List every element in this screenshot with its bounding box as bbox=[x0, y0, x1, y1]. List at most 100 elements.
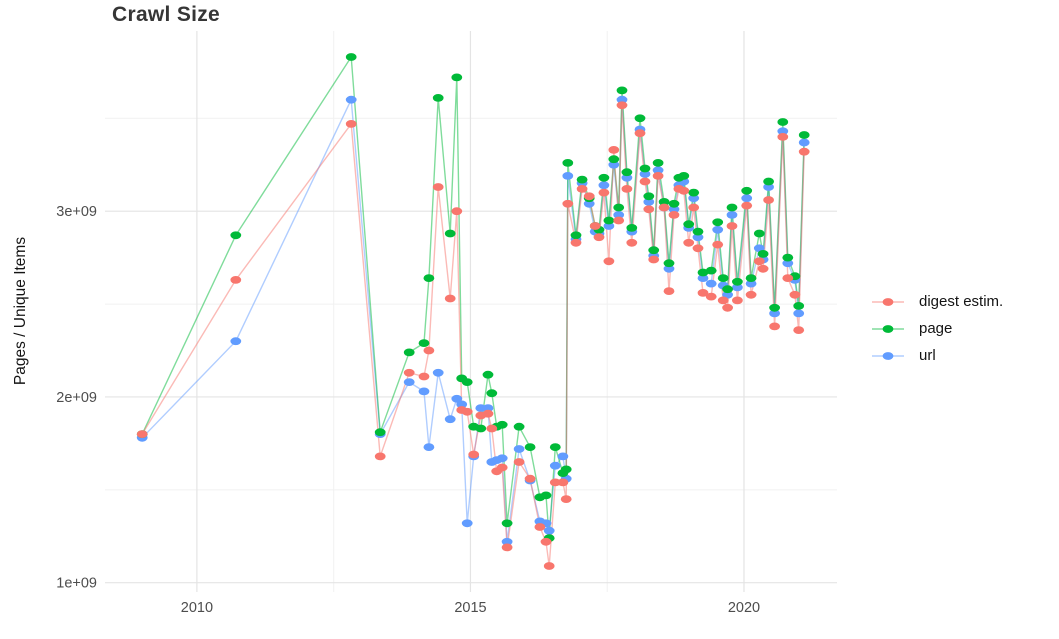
data-point-digest bbox=[757, 264, 769, 273]
data-point-url bbox=[583, 199, 595, 208]
legend-key-dot bbox=[882, 324, 894, 333]
data-point-digest bbox=[683, 238, 695, 247]
data-point-page bbox=[668, 199, 680, 208]
data-point-digest bbox=[616, 101, 628, 110]
legend-key-page-icon bbox=[872, 324, 904, 333]
legend-item-digest: digest estim. bbox=[870, 288, 1003, 315]
data-point-digest bbox=[634, 129, 646, 138]
y-tick-label: 1e+09 bbox=[56, 576, 97, 592]
data-point-digest bbox=[423, 346, 435, 355]
data-point-digest bbox=[451, 207, 463, 216]
data-point-digest bbox=[668, 211, 680, 219]
data-point-digest bbox=[608, 146, 620, 154]
data-point-url bbox=[688, 194, 700, 203]
data-point-page bbox=[540, 491, 552, 500]
legend-key-url-icon bbox=[872, 351, 904, 360]
data-point-page bbox=[576, 175, 588, 184]
data-point-page bbox=[621, 168, 633, 177]
chart-title: Crawl Size bbox=[112, 3, 221, 26]
data-point-url bbox=[726, 211, 738, 219]
data-point-url bbox=[643, 198, 655, 206]
data-point-page bbox=[560, 465, 572, 474]
data-point-page bbox=[423, 274, 435, 282]
data-point-page bbox=[722, 285, 733, 294]
data-point-page bbox=[598, 173, 610, 182]
data-point-digest bbox=[136, 430, 148, 438]
data-point-page bbox=[652, 159, 664, 167]
data-point-digest bbox=[444, 294, 456, 303]
legend-label-page: page bbox=[919, 320, 953, 337]
data-point-page bbox=[663, 259, 675, 268]
data-point-digest bbox=[777, 133, 789, 141]
legend: digest estim. page url bbox=[870, 288, 1003, 369]
legend-label-url: url bbox=[919, 347, 936, 364]
data-point-page bbox=[570, 231, 582, 240]
data-point-url bbox=[482, 404, 494, 412]
x-tick-label: 2010 bbox=[181, 600, 213, 616]
data-point-url bbox=[345, 95, 357, 104]
data-point-digest bbox=[789, 290, 801, 299]
data-point-page bbox=[603, 216, 615, 225]
data-point-page bbox=[717, 274, 729, 282]
data-point-digest bbox=[570, 238, 582, 247]
data-point-digest bbox=[486, 424, 498, 433]
data-point-url bbox=[230, 337, 242, 346]
data-point-page bbox=[461, 378, 473, 386]
data-point-page bbox=[732, 277, 743, 286]
data-point-digest bbox=[798, 147, 810, 156]
data-point-url bbox=[663, 264, 675, 273]
data-point-url bbox=[423, 443, 435, 451]
data-point-page bbox=[549, 443, 561, 451]
data-point-url bbox=[616, 95, 628, 104]
data-point-page bbox=[374, 428, 386, 437]
data-point-url bbox=[639, 170, 651, 178]
data-point-digest bbox=[562, 199, 574, 208]
data-point-url bbox=[741, 194, 753, 203]
data-point-page bbox=[782, 253, 794, 262]
data-point-url bbox=[456, 400, 468, 409]
data-point-digest bbox=[712, 240, 724, 249]
x-tick-label: 2020 bbox=[728, 600, 760, 616]
data-point-page bbox=[793, 302, 805, 310]
data-point-page bbox=[678, 172, 690, 180]
data-point-digest bbox=[613, 216, 625, 225]
data-point-url bbox=[513, 445, 525, 453]
data-point-page bbox=[705, 266, 717, 275]
legend-key-dot bbox=[882, 351, 894, 360]
data-point-url bbox=[782, 259, 794, 268]
data-point-digest bbox=[732, 296, 743, 305]
data-point-page bbox=[432, 94, 444, 102]
data-point-digest bbox=[692, 244, 704, 253]
data-point-digest bbox=[626, 238, 638, 247]
data-point-page bbox=[697, 268, 709, 277]
data-point-url bbox=[777, 127, 789, 136]
data-point-url bbox=[603, 222, 615, 230]
series-line-digest bbox=[141, 104, 805, 567]
data-point-page bbox=[486, 389, 498, 398]
data-point-digest bbox=[583, 192, 595, 201]
data-point-page bbox=[712, 218, 724, 227]
data-point-page bbox=[613, 203, 625, 212]
data-point-digest bbox=[745, 290, 757, 299]
data-point-page bbox=[798, 131, 810, 139]
data-point-digest bbox=[461, 407, 473, 416]
data-point-page bbox=[444, 229, 456, 238]
data-point-page bbox=[451, 73, 463, 82]
data-point-url bbox=[461, 519, 473, 528]
data-point-url bbox=[692, 233, 704, 242]
data-point-page bbox=[753, 229, 765, 238]
data-point-page bbox=[757, 250, 769, 258]
data-point-url bbox=[549, 461, 561, 470]
data-point-digest bbox=[468, 450, 480, 459]
data-point-url bbox=[793, 309, 805, 318]
data-point-page bbox=[345, 53, 357, 61]
data-point-digest bbox=[549, 478, 561, 487]
data-point-page bbox=[616, 86, 628, 95]
data-point-digest bbox=[418, 372, 430, 381]
data-point-digest bbox=[501, 543, 513, 552]
data-point-digest bbox=[496, 463, 508, 472]
data-point-url bbox=[418, 387, 430, 396]
data-point-url bbox=[798, 138, 810, 147]
data-point-page bbox=[608, 155, 620, 164]
